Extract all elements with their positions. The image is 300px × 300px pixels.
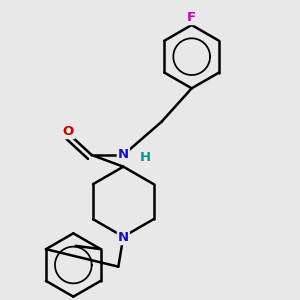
Text: F: F xyxy=(187,11,196,24)
Text: N: N xyxy=(118,231,129,244)
Text: O: O xyxy=(63,125,74,138)
Text: N: N xyxy=(118,148,129,161)
Text: H: H xyxy=(140,151,151,164)
